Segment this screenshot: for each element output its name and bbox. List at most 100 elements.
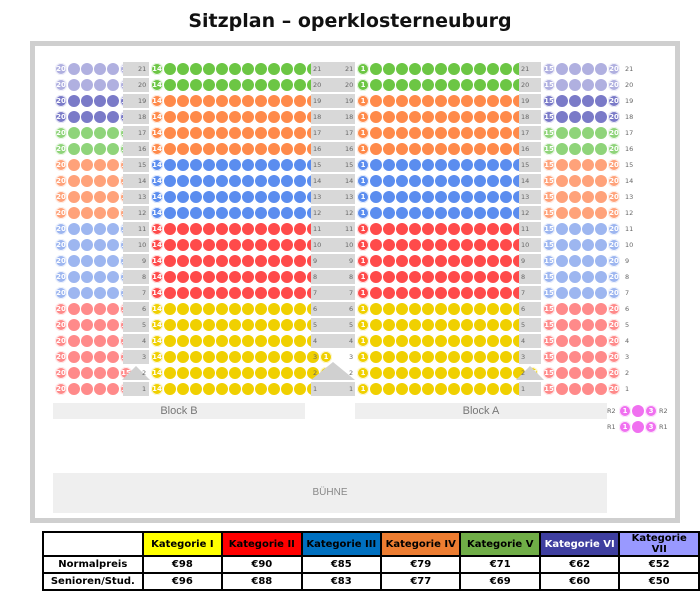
seat[interactable] xyxy=(370,159,382,171)
seat[interactable] xyxy=(582,63,594,75)
seat[interactable] xyxy=(216,271,228,283)
seat[interactable] xyxy=(582,159,594,171)
seat[interactable] xyxy=(383,159,395,171)
seat[interactable] xyxy=(569,287,581,299)
seat[interactable] xyxy=(474,207,486,219)
seat[interactable] xyxy=(229,175,241,187)
seat[interactable] xyxy=(281,239,293,251)
seat[interactable] xyxy=(107,335,119,347)
seat[interactable]: 15 xyxy=(543,287,555,299)
seat[interactable]: 14 xyxy=(151,239,163,251)
seat[interactable] xyxy=(164,383,176,395)
seat[interactable] xyxy=(268,159,280,171)
seat[interactable] xyxy=(81,271,93,283)
seat[interactable]: 20 xyxy=(608,95,620,107)
seat[interactable] xyxy=(396,255,408,267)
seat[interactable] xyxy=(164,127,176,139)
seat[interactable] xyxy=(177,175,189,187)
seat[interactable] xyxy=(190,335,202,347)
seat[interactable] xyxy=(595,271,607,283)
seat[interactable] xyxy=(396,239,408,251)
seat[interactable]: 20 xyxy=(608,63,620,75)
seat[interactable] xyxy=(190,111,202,123)
seat[interactable] xyxy=(190,367,202,379)
seat[interactable] xyxy=(556,95,568,107)
seat[interactable] xyxy=(164,271,176,283)
seat[interactable] xyxy=(396,303,408,315)
seat[interactable] xyxy=(474,175,486,187)
seat[interactable] xyxy=(177,223,189,235)
seat[interactable] xyxy=(68,207,80,219)
seat[interactable] xyxy=(569,127,581,139)
seat[interactable] xyxy=(107,383,119,395)
seat[interactable] xyxy=(281,191,293,203)
seat[interactable] xyxy=(268,319,280,331)
seat[interactable] xyxy=(190,79,202,91)
seat[interactable] xyxy=(294,239,306,251)
seat[interactable] xyxy=(81,383,93,395)
seat[interactable] xyxy=(396,159,408,171)
seat[interactable] xyxy=(474,287,486,299)
seat[interactable]: 20 xyxy=(608,127,620,139)
seat[interactable]: 20 xyxy=(608,367,620,379)
seat[interactable] xyxy=(68,79,80,91)
seat[interactable] xyxy=(177,271,189,283)
seat[interactable] xyxy=(203,287,215,299)
seat[interactable]: 20 xyxy=(608,303,620,315)
seat[interactable] xyxy=(595,239,607,251)
seat[interactable] xyxy=(396,127,408,139)
seat[interactable] xyxy=(94,191,106,203)
seat[interactable] xyxy=(487,159,499,171)
seat[interactable] xyxy=(177,127,189,139)
seat[interactable] xyxy=(190,191,202,203)
seat[interactable]: 20 xyxy=(55,223,67,235)
seat[interactable] xyxy=(81,127,93,139)
seat[interactable] xyxy=(294,223,306,235)
seat[interactable] xyxy=(68,223,80,235)
seat[interactable]: 1 xyxy=(357,207,369,219)
seat[interactable] xyxy=(242,191,254,203)
seat[interactable] xyxy=(294,191,306,203)
seat[interactable] xyxy=(422,239,434,251)
seat[interactable] xyxy=(396,383,408,395)
seat[interactable] xyxy=(94,287,106,299)
seat[interactable]: 15 xyxy=(543,367,555,379)
seat[interactable] xyxy=(474,79,486,91)
seat[interactable] xyxy=(164,287,176,299)
seat[interactable] xyxy=(68,255,80,267)
seat[interactable] xyxy=(190,271,202,283)
seat[interactable] xyxy=(190,383,202,395)
seat[interactable] xyxy=(409,127,421,139)
seat[interactable] xyxy=(474,239,486,251)
seat[interactable] xyxy=(582,175,594,187)
seat[interactable] xyxy=(281,207,293,219)
seat[interactable] xyxy=(383,271,395,283)
seat[interactable] xyxy=(370,63,382,75)
seat[interactable] xyxy=(435,335,447,347)
seat[interactable] xyxy=(281,271,293,283)
seat[interactable] xyxy=(164,319,176,331)
seat[interactable] xyxy=(500,191,512,203)
seat[interactable] xyxy=(268,271,280,283)
seat[interactable]: 1 xyxy=(357,111,369,123)
seat[interactable] xyxy=(370,303,382,315)
seat[interactable]: 14 xyxy=(151,303,163,315)
seat[interactable] xyxy=(487,351,499,363)
seat[interactable] xyxy=(370,175,382,187)
seat[interactable]: 20 xyxy=(55,319,67,331)
seat[interactable] xyxy=(556,303,568,315)
seat[interactable] xyxy=(177,319,189,331)
seat[interactable] xyxy=(81,239,93,251)
seat[interactable] xyxy=(242,79,254,91)
seat[interactable] xyxy=(294,127,306,139)
seat[interactable] xyxy=(556,111,568,123)
seat[interactable] xyxy=(569,191,581,203)
seat[interactable] xyxy=(461,63,473,75)
seat[interactable] xyxy=(422,79,434,91)
seat[interactable] xyxy=(569,223,581,235)
seat[interactable]: 20 xyxy=(55,255,67,267)
seat[interactable] xyxy=(190,239,202,251)
seat[interactable] xyxy=(448,255,460,267)
seat[interactable]: 1 xyxy=(357,303,369,315)
seat[interactable] xyxy=(422,303,434,315)
